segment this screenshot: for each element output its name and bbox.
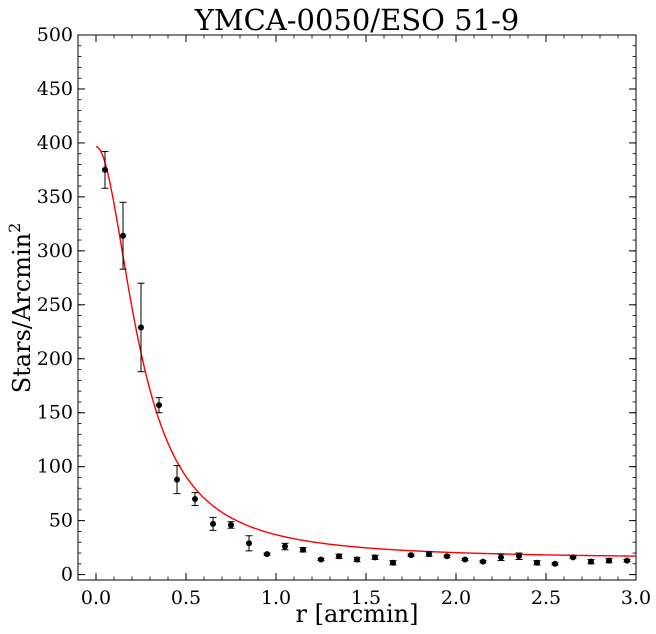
data-point: [479, 558, 487, 565]
data-point: [443, 553, 451, 560]
point-marker: [444, 553, 450, 560]
data-point: [191, 492, 199, 507]
point-marker: [156, 402, 162, 409]
y-tick-label: 400: [37, 132, 73, 154]
point-marker: [282, 543, 288, 550]
y-axis-label-text: Stars/Arcmin: [8, 233, 36, 393]
data-point: [335, 553, 343, 560]
data-points: [101, 151, 631, 567]
x-tick-label: 0.0: [81, 587, 111, 609]
point-marker: [480, 558, 486, 565]
point-marker: [138, 324, 144, 331]
point-marker: [354, 556, 360, 563]
data-point: [299, 546, 307, 553]
data-point: [317, 556, 325, 563]
point-marker: [498, 554, 504, 561]
data-point: [263, 551, 271, 558]
x-tick-label: 1.0: [261, 587, 291, 609]
data-point: [389, 559, 397, 566]
data-point: [605, 557, 613, 564]
x-tick-label: 2.0: [441, 587, 471, 609]
point-marker: [606, 557, 612, 564]
data-point: [137, 282, 145, 373]
data-point: [209, 516, 217, 531]
x-axis-label: r [arcmin]: [296, 600, 419, 628]
point-marker: [192, 496, 198, 503]
data-point: [623, 557, 631, 564]
data-point: [425, 551, 433, 558]
chart-title: YMCA-0050/ESO 51-9: [194, 3, 520, 37]
data-point: [173, 465, 181, 495]
y-tick-label: 450: [37, 78, 73, 100]
point-marker: [228, 521, 234, 528]
y-axis-label-exponent: 2: [5, 223, 24, 233]
point-marker: [408, 552, 414, 559]
data-point: [281, 542, 289, 551]
fit-curve-line: [95, 146, 637, 557]
x-axis: 0.0 0.5 1.0 1.5 2.0 2.5 3.0: [77, 35, 651, 609]
y-tick-label: 150: [37, 402, 73, 424]
point-marker: [534, 559, 540, 566]
y-tick-label: 200: [37, 348, 73, 370]
point-marker: [246, 540, 252, 547]
data-point: [407, 552, 415, 559]
y-tick-label: 50: [49, 510, 73, 532]
x-tick-label: 3.0: [621, 587, 651, 609]
y-tick-label: 100: [37, 456, 73, 478]
x-tick-label: 0.5: [171, 587, 201, 609]
point-marker: [264, 551, 270, 558]
data-point: [353, 556, 361, 563]
point-marker: [390, 559, 396, 566]
y-tick-label: 350: [37, 186, 73, 208]
point-marker: [120, 232, 126, 239]
point-marker: [372, 554, 378, 561]
plot-frame: [77, 34, 637, 581]
data-point: [551, 560, 559, 567]
data-point: [371, 554, 379, 561]
data-point: [227, 521, 235, 529]
data-point: [515, 552, 523, 560]
y-tick-label: 250: [37, 294, 73, 316]
point-marker: [300, 546, 306, 553]
x-tick-label: 2.5: [531, 587, 561, 609]
point-marker: [570, 554, 576, 561]
data-point: [569, 554, 577, 561]
point-marker: [462, 556, 468, 563]
plot-area: [77, 34, 637, 581]
y-axis: 0 50 100 150 200 250 300 350 400 450 500: [37, 24, 636, 586]
point-marker: [210, 520, 216, 527]
point-marker: [318, 556, 324, 563]
data-point: [497, 553, 505, 562]
y-axis-label: Stars/Arcmin2: [5, 223, 36, 394]
data-point: [461, 556, 469, 563]
y-tick-label: 300: [37, 240, 73, 262]
data-point: [587, 558, 595, 565]
data-point: [119, 201, 127, 270]
data-point: [101, 151, 109, 189]
point-marker: [174, 476, 180, 483]
data-point: [533, 559, 541, 566]
point-marker: [552, 560, 558, 567]
y-tick-label: 0: [61, 564, 73, 586]
point-marker: [426, 551, 432, 558]
point-marker: [102, 166, 108, 173]
point-marker: [516, 553, 522, 560]
x-tick-label: 1.5: [351, 587, 381, 609]
point-marker: [336, 553, 342, 560]
point-marker: [588, 558, 594, 565]
point-marker: [624, 557, 630, 564]
y-tick-label: 500: [37, 24, 73, 46]
data-point: [245, 535, 253, 552]
data-point: [155, 397, 163, 414]
